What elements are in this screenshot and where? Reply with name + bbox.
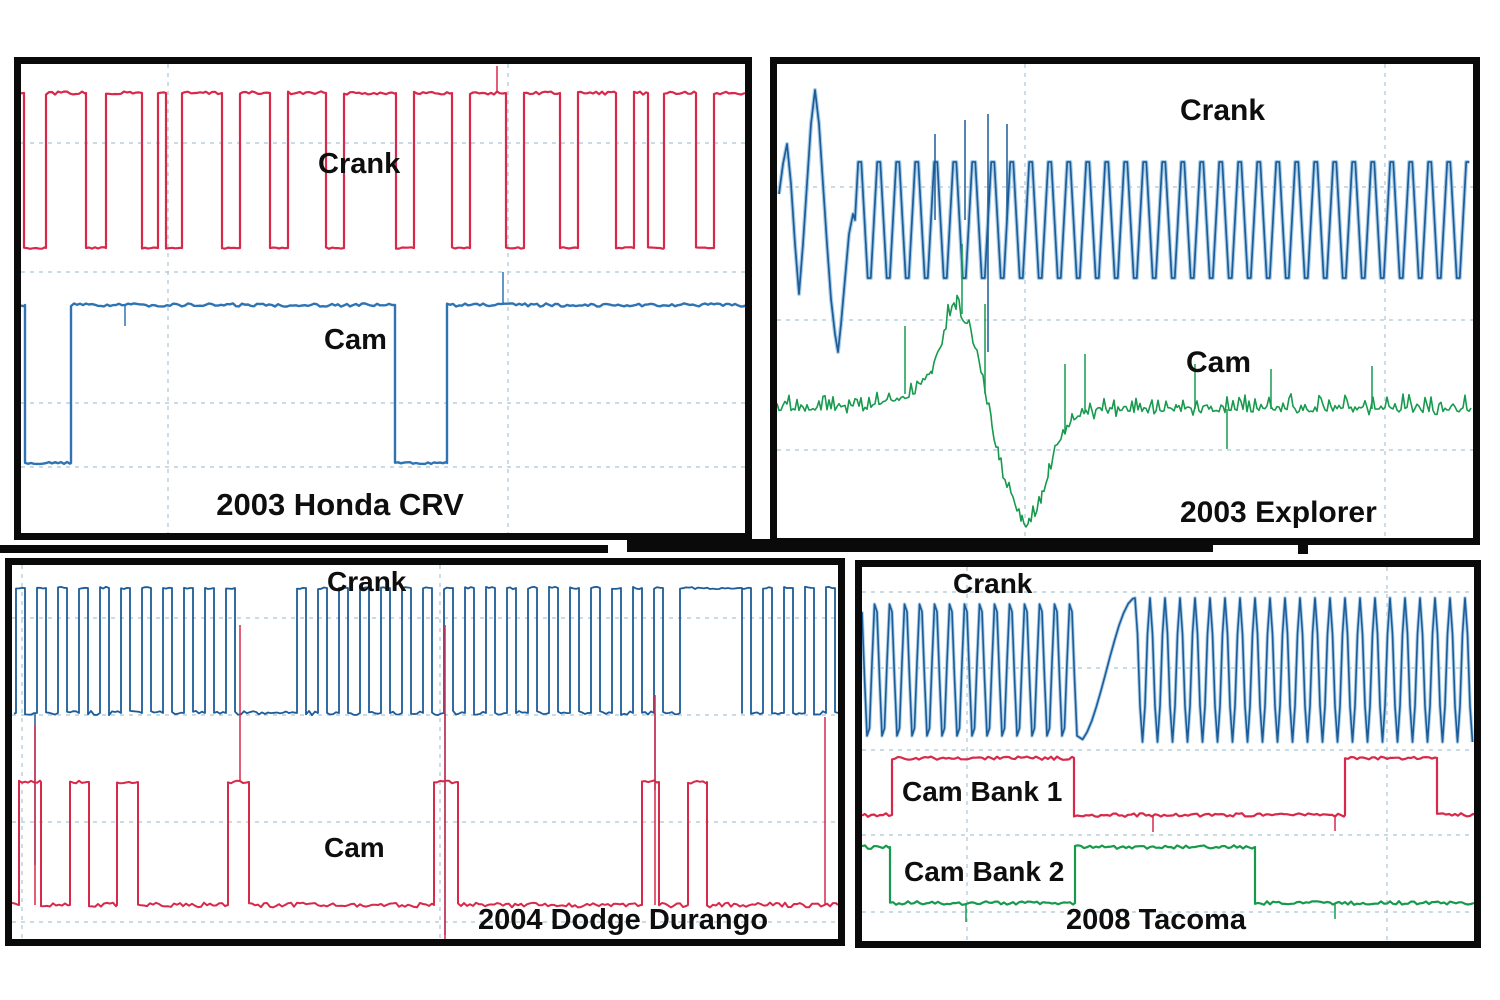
waveform-trace (21, 90, 745, 250)
tacoma-cam-bank2-label: Cam Bank 2 (904, 856, 1065, 887)
waveform-canvas-honda-crv (21, 64, 745, 533)
explorer-crank-label: Crank (1180, 94, 1266, 127)
waveform-trace (778, 89, 1470, 353)
panel-2004-dodge-durango (5, 558, 845, 946)
durango-panel-title: 2004 Dodge Durango (478, 904, 769, 936)
waveform-trace (862, 844, 1474, 906)
waveform-canvas-explorer (777, 64, 1473, 538)
waveform-trace (21, 302, 745, 466)
panel-2003-honda-crv (14, 57, 752, 540)
waveform-trace (13, 585, 838, 717)
durango-cam-label: Cam (324, 832, 385, 863)
waveform-trace (777, 88, 1470, 354)
waveform-canvas-dodge-durango (12, 565, 838, 939)
tacoma-crank-label: Crank (953, 568, 1033, 599)
explorer-cam-label: Cam (1186, 346, 1252, 379)
durango-crank-label: Crank (327, 566, 407, 597)
waveform-canvas-tacoma (862, 567, 1474, 941)
panel-2003-explorer (770, 57, 1480, 545)
divider-bar-left (0, 545, 608, 553)
honda-crank-label: Crank (318, 148, 401, 180)
divider-bar-tick (1298, 545, 1308, 554)
tacoma-panel-title: 2008 Tacoma (1066, 904, 1247, 936)
waveform-trace (777, 294, 1472, 528)
explorer-panel-title: 2003 Explorer (1180, 496, 1377, 529)
waveform-trace (862, 755, 1474, 818)
honda-panel-title: 2003 Honda CRV (216, 487, 464, 522)
waveform-trace (12, 779, 838, 909)
waveform-trace (862, 597, 1474, 743)
panel-2008-tacoma (855, 560, 1481, 948)
honda-cam-label: Cam (324, 324, 387, 356)
divider-bar-right (627, 539, 1213, 552)
tacoma-cam-bank1-label: Cam Bank 1 (902, 776, 1063, 807)
